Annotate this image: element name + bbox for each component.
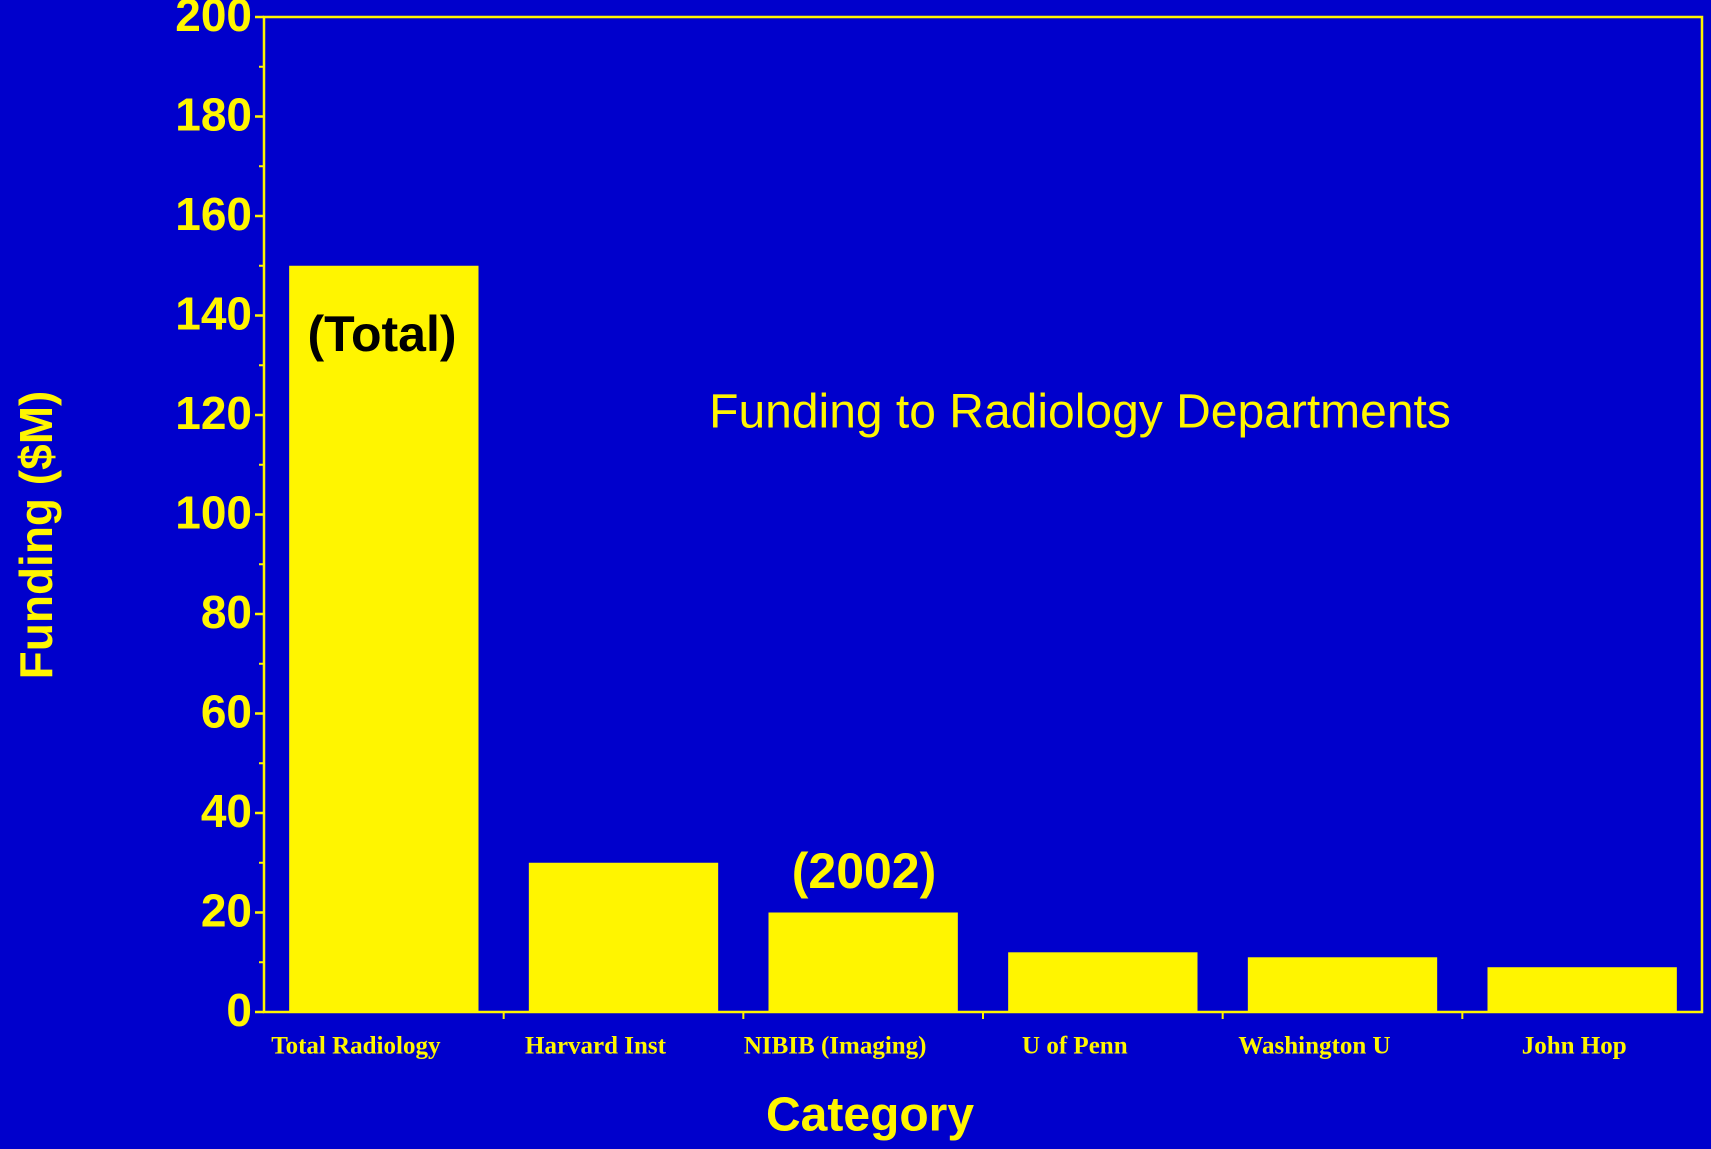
annotation: (Total) (307, 306, 456, 362)
y-tick-label: 80 (201, 586, 252, 638)
bar (1487, 967, 1677, 1012)
y-tick-label: 40 (201, 785, 252, 837)
y-tick-label: 100 (175, 487, 252, 539)
y-tick-label: 200 (175, 0, 252, 41)
y-axis-label: Funding ($M) (10, 391, 62, 680)
y-tick-label: 180 (175, 89, 252, 141)
bar (289, 265, 479, 1012)
y-tick-label: 160 (175, 188, 252, 240)
x-axis-label: Category (766, 1089, 974, 1142)
bar (528, 862, 719, 1012)
x-tick-label: John Hop (1522, 1033, 1627, 1060)
bar (768, 912, 958, 1012)
y-tick-label: 60 (201, 686, 252, 738)
y-tick-label: 0 (226, 984, 252, 1036)
annotation: (2002) (792, 843, 937, 899)
x-tick-label: Total Radiology (271, 1033, 441, 1060)
bar (1008, 952, 1198, 1012)
x-tick-label: Harvard Inst (525, 1033, 667, 1060)
x-tick-label: NIBIB (Imaging) (744, 1033, 927, 1060)
bar (1247, 957, 1438, 1012)
y-tick-label: 20 (201, 885, 252, 937)
chart-title: Funding to Radiology Departments (709, 386, 1451, 439)
y-tick-label: 120 (175, 387, 252, 439)
x-tick-label: U of Penn (1022, 1033, 1128, 1060)
x-tick-label: Washington U (1238, 1033, 1390, 1060)
y-tick-label: 140 (175, 288, 252, 340)
